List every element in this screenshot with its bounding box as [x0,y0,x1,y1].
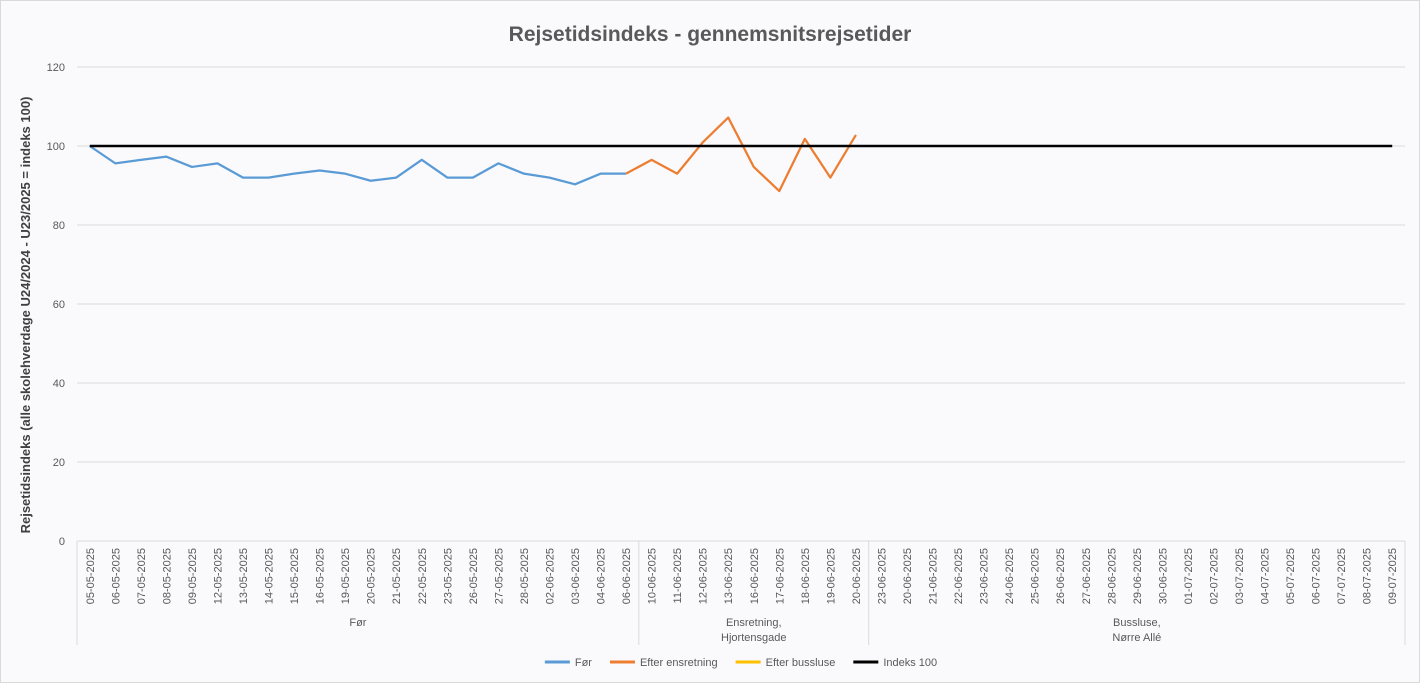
x-tick-label: 11-06-2025 [672,548,684,603]
x-tick-label: 28-06-2025 [1106,548,1118,604]
series-line [89,145,627,186]
x-tick-label: 06-05-2025 [110,548,122,604]
x-tick-label: 06-06-2025 [621,548,633,604]
legend-label: Efter ensretning [640,657,718,669]
chart-title: Rejsetidsindeks - gennemsnitsrejsetider [509,23,912,46]
x-tick-label: 02-07-2025 [1208,548,1220,604]
legend-label: Efter bussluse [766,657,836,669]
x-tick-label: 20-06-2025 [851,548,863,604]
x-tick-label: 27-05-2025 [493,548,505,604]
x-tick-label: 12-05-2025 [212,548,224,604]
group-label: Bussluse, [1113,617,1161,629]
x-tick-label: 03-07-2025 [1234,548,1246,604]
x-tick-label: 18-06-2025 [800,548,812,604]
x-tick-label: 21-05-2025 [391,548,403,604]
group-label: Nørre Allé [1112,632,1161,644]
x-tick-label: 22-05-2025 [417,548,429,604]
x-tick-label: 16-06-2025 [749,548,761,604]
x-tick-label: 22-06-2025 [953,548,965,604]
x-tick-label: 03-06-2025 [570,548,582,604]
x-tick-label: 07-05-2025 [136,548,148,604]
x-tick-label: 06-07-2025 [1311,548,1323,604]
group-label: Før [349,617,366,629]
x-tick-label: 26-05-2025 [468,548,480,604]
x-tick-label: 05-07-2025 [1285,548,1297,604]
x-tick-label: 23-06-2025 [876,548,888,604]
group-label: Hjortensgade [721,632,786,644]
legend-label: Før [575,657,592,669]
x-tick-label: 21-06-2025 [928,548,940,604]
y-tick-label: 0 [59,536,65,548]
x-tick-label: 15-05-2025 [289,548,301,604]
y-axis-title: Rejsetidsindeks (alle skolehverdage U24/… [18,97,33,534]
x-tick-label: 04-07-2025 [1260,548,1272,604]
x-tick-label: 25-06-2025 [1030,548,1042,604]
x-tick-label: 04-06-2025 [596,548,608,604]
x-tick-label: 14-05-2025 [264,548,276,604]
x-tick-label: 23-06-2025 [979,548,991,604]
y-tick-label: 120 [47,62,65,74]
y-tick-label: 40 [53,378,65,390]
x-tick-label: 29-06-2025 [1132,548,1144,604]
x-tick-label: 02-06-2025 [544,548,556,604]
x-tick-label: 19-06-2025 [825,548,837,604]
x-tick-label: 09-07-2025 [1387,548,1399,604]
x-tick-label: 24-06-2025 [1004,548,1016,604]
x-tick-label: 23-05-2025 [442,548,454,604]
group-label: Ensretning, [726,617,782,629]
x-tick-label: 13-05-2025 [238,548,250,604]
y-tick-label: 100 [47,141,65,153]
x-tick-label: 20-06-2025 [902,548,914,604]
legend-label: Indeks 100 [883,657,937,669]
x-tick-label: 20-05-2025 [366,548,378,604]
x-tick-label: 08-07-2025 [1362,548,1374,604]
y-tick-label: 60 [53,299,65,311]
x-tick-label: 30-06-2025 [1157,548,1169,604]
x-tick-label: 12-06-2025 [698,548,710,604]
y-tick-label: 80 [53,220,65,232]
x-tick-label: 01-07-2025 [1183,548,1195,604]
y-tick-label: 20 [53,457,65,469]
x-tick-label: 07-07-2025 [1336,548,1348,604]
x-tick-label: 09-05-2025 [187,548,199,604]
x-tick-label: 28-05-2025 [519,548,531,604]
x-tick-label: 13-06-2025 [723,548,735,604]
x-tick-label: 27-06-2025 [1081,548,1093,604]
x-tick-label: 16-05-2025 [315,548,327,604]
x-tick-label: 05-05-2025 [85,548,97,604]
x-tick-label: 19-05-2025 [340,548,352,604]
legend: Før Efter ensretning Efter bussluse Indeks … [544,657,937,669]
x-tick-label: 10-06-2025 [647,548,659,604]
x-tick-label: 08-05-2025 [161,548,173,604]
x-tick-label: 26-06-2025 [1055,548,1067,604]
series-line [625,116,857,193]
x-tick-label: 17-06-2025 [774,548,786,604]
